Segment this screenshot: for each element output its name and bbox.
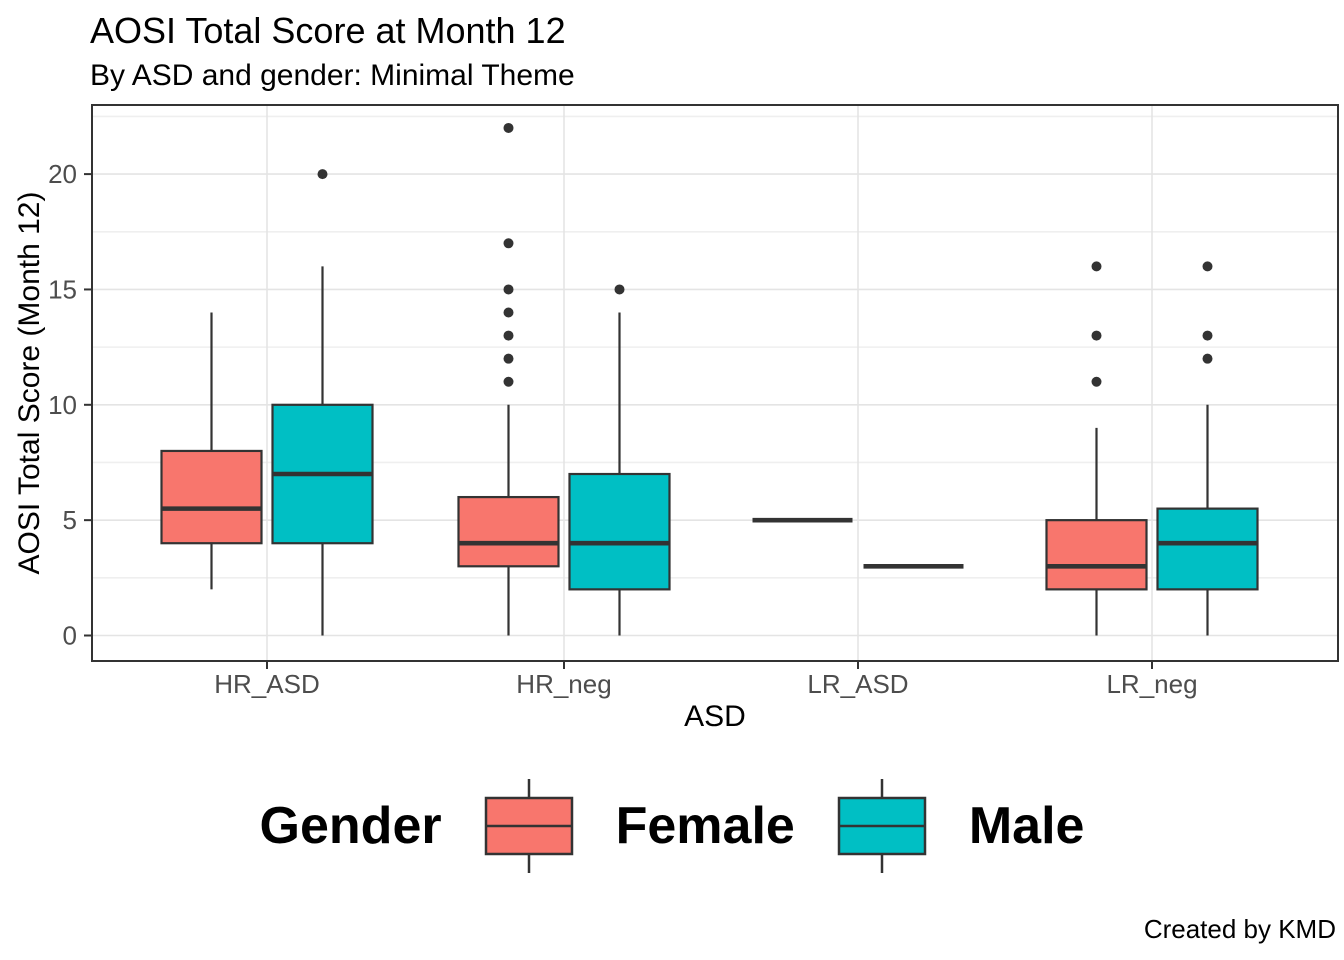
- box-female-HR_neg-outlier: [503, 238, 514, 249]
- y-tick-label: 0: [63, 621, 77, 651]
- box-male-HR_neg-outlier: [614, 284, 625, 295]
- panel-border: [91, 104, 1339, 662]
- box-female-HR_neg-iqr: [457, 495, 560, 568]
- box-female-HR_neg-outlier: [503, 330, 514, 341]
- box-male-HR_ASD-outlier: [317, 169, 328, 180]
- box-male-LR_neg-iqr: [1156, 507, 1259, 591]
- x-axis-title: ASD: [684, 700, 746, 733]
- legend-title: Gender: [259, 797, 442, 855]
- box-female-LR_neg-outlier: [1091, 376, 1102, 387]
- box-male-LR_neg-outlier: [1202, 330, 1213, 341]
- box-male-HR_neg-iqr: [568, 472, 671, 591]
- y-tick-label: 10: [48, 390, 77, 420]
- box-female-HR_neg-outlier: [503, 122, 514, 133]
- y-tick-label: 20: [48, 159, 77, 189]
- x-tick-label: LR_neg: [1106, 669, 1197, 699]
- box-male-LR_neg-outlier: [1202, 353, 1213, 364]
- legend: Gender Female Male: [0, 776, 1344, 876]
- legend-label-male: Male: [968, 797, 1085, 855]
- x-tick-label: LR_ASD: [807, 669, 908, 699]
- box-female-HR_neg-outlier: [503, 284, 514, 295]
- y-tick-label: 5: [63, 505, 77, 535]
- chart-subtitle: By ASD and gender: Minimal Theme: [90, 59, 575, 92]
- box-female-HR_neg-outlier: [503, 376, 514, 387]
- box-female-LR_neg-iqr: [1045, 519, 1148, 591]
- x-tick-label: HR_neg: [516, 669, 611, 699]
- y-tick-label: 15: [48, 274, 77, 304]
- chart-title: AOSI Total Score at Month 12: [90, 10, 566, 51]
- boxplot-key-male-icon: [836, 776, 928, 876]
- box-female-HR_ASD-iqr: [160, 449, 263, 545]
- box-female-LR_neg-outlier: [1091, 330, 1102, 341]
- box-female-LR_neg-outlier: [1091, 261, 1102, 272]
- legend-label-female: Female: [615, 797, 795, 855]
- box-female-HR_neg-outlier: [503, 353, 514, 364]
- y-axis-title: AOSI Total Score (Month 12): [13, 191, 46, 575]
- chart-caption: Created by KMD: [1143, 914, 1336, 944]
- boxplot-key-female-icon: [483, 776, 575, 876]
- box-male-LR_neg-outlier: [1202, 261, 1213, 272]
- box-female-HR_neg-outlier: [503, 307, 514, 318]
- x-tick-label: HR_ASD: [214, 669, 319, 699]
